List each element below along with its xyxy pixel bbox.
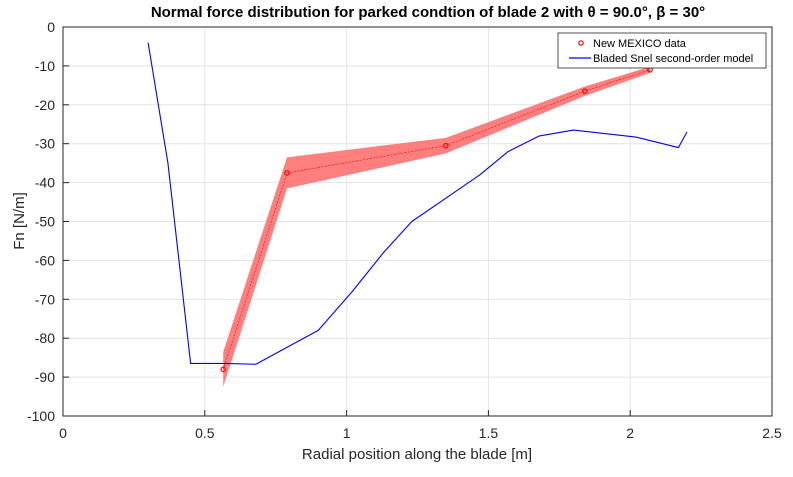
y-tick-label: -50 — [35, 214, 55, 230]
y-tick-label: -10 — [35, 58, 55, 74]
data-markers — [220, 66, 653, 373]
x-tick-label: 1 — [343, 425, 351, 441]
x-tick-labels: 0 0.5 1 1.5 2 2.5 — [59, 410, 782, 441]
y-tick-label: -60 — [35, 252, 55, 268]
x-tick-label: 0.5 — [195, 425, 215, 441]
y-tick-label: -40 — [35, 175, 55, 191]
legend-label-bladed: Bladed Snel second-order model — [593, 53, 753, 65]
data-point — [284, 170, 290, 176]
data-point — [443, 142, 449, 149]
legend: New MEXICO data Bladed Snel second-order… — [557, 32, 767, 69]
y-tick-label: -30 — [35, 136, 55, 152]
y-axis-label: Fn [N/m] — [11, 192, 28, 250]
x-tick-label: 0 — [59, 425, 67, 441]
legend-marker-new-mexico — [578, 40, 584, 46]
x-tick-label: 1.5 — [479, 425, 499, 441]
y-tick-labels: 0 -10 -20 -30 -40 -50 -60 -70 -80 -90 -100 — [27, 19, 69, 424]
legend-label-new-mexico: New MEXICO data — [593, 38, 687, 50]
y-tick-label: -20 — [35, 97, 55, 113]
data-point — [582, 88, 588, 94]
x-tick-label: 2.5 — [762, 425, 782, 441]
x-tick-label: 2 — [626, 425, 634, 441]
x-axis-label: Radial position along the blade [m] — [302, 446, 532, 463]
legend-box — [557, 32, 767, 69]
y-tick-label: -70 — [35, 291, 55, 307]
series-mean-line — [222, 69, 651, 370]
series-lines — [147, 42, 688, 370]
y-tick-label: -80 — [35, 330, 55, 346]
y-tick-label: -90 — [35, 369, 55, 385]
y-tick-label: 0 — [47, 19, 55, 35]
series-line — [147, 42, 688, 365]
y-tick-label: -100 — [27, 408, 55, 424]
data-point — [220, 366, 227, 373]
chart-title: Normal force distribution for parked con… — [151, 4, 705, 21]
